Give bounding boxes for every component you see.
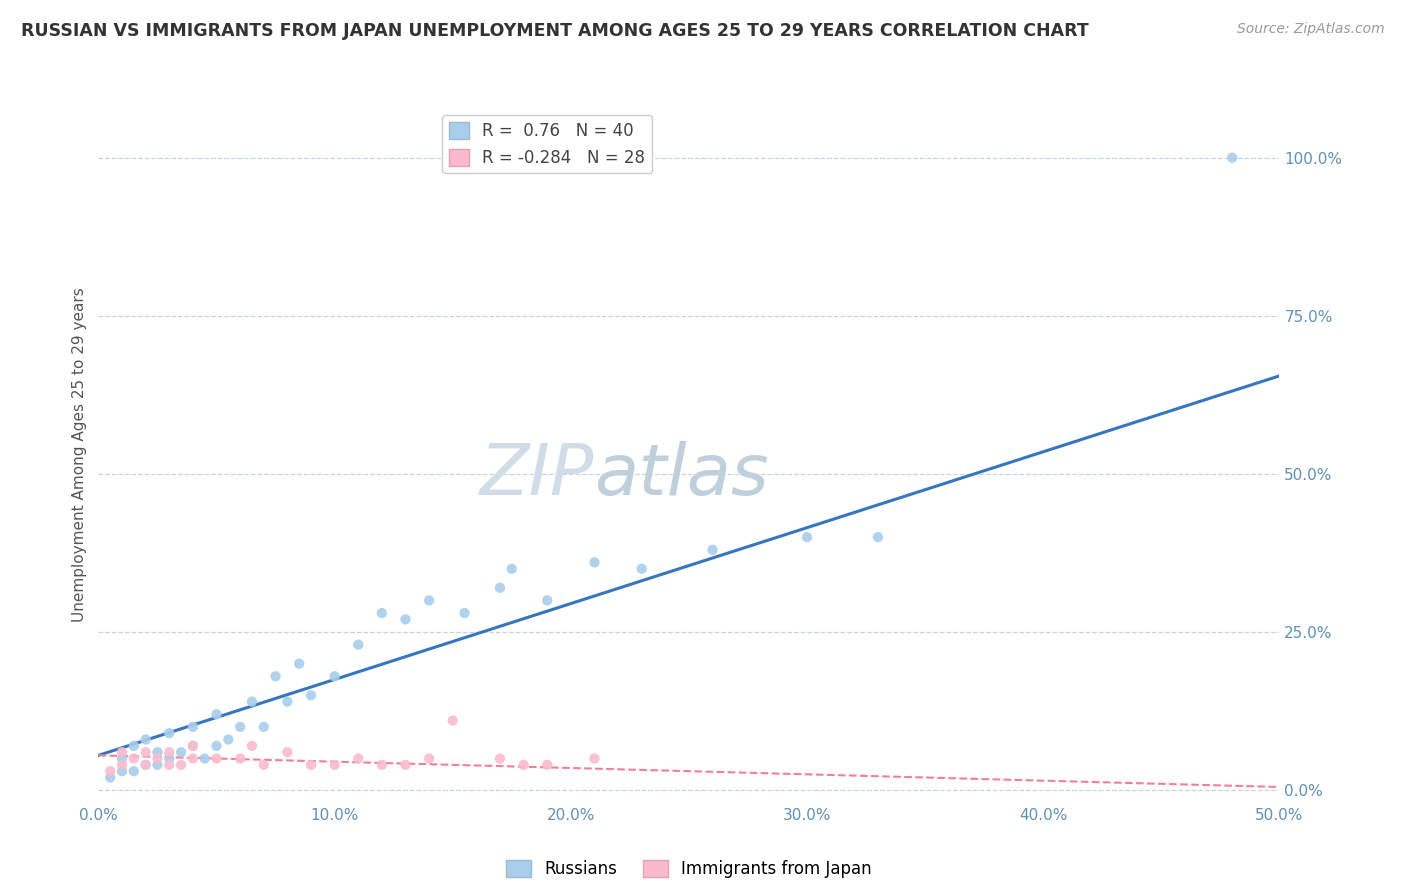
Point bbox=[441, 714, 464, 728]
Point bbox=[181, 739, 204, 753]
Point bbox=[98, 771, 121, 785]
Point bbox=[489, 581, 512, 595]
Point bbox=[229, 751, 252, 765]
Point bbox=[489, 751, 512, 765]
Point bbox=[157, 745, 180, 759]
Point bbox=[288, 657, 311, 671]
Point bbox=[347, 638, 370, 652]
Point bbox=[181, 739, 204, 753]
Point bbox=[276, 695, 298, 709]
Point bbox=[240, 739, 263, 753]
Point bbox=[194, 751, 217, 765]
Point bbox=[512, 757, 534, 772]
Point bbox=[157, 751, 180, 765]
Point bbox=[157, 726, 180, 740]
Point bbox=[146, 751, 169, 765]
Point bbox=[1220, 151, 1243, 165]
Point bbox=[157, 757, 180, 772]
Point bbox=[170, 757, 193, 772]
Point bbox=[135, 757, 157, 772]
Point bbox=[111, 751, 134, 765]
Point bbox=[217, 732, 239, 747]
Point bbox=[122, 739, 145, 753]
Point bbox=[229, 720, 252, 734]
Point bbox=[323, 757, 346, 772]
Point bbox=[240, 695, 263, 709]
Point bbox=[536, 593, 558, 607]
Point bbox=[418, 751, 440, 765]
Y-axis label: Unemployment Among Ages 25 to 29 years: Unemployment Among Ages 25 to 29 years bbox=[72, 287, 87, 623]
Point bbox=[170, 745, 193, 759]
Point bbox=[371, 606, 394, 620]
Text: Source: ZipAtlas.com: Source: ZipAtlas.com bbox=[1237, 22, 1385, 37]
Point bbox=[146, 745, 169, 759]
Point bbox=[205, 751, 228, 765]
Point bbox=[299, 757, 322, 772]
Point bbox=[122, 764, 145, 779]
Point bbox=[501, 562, 523, 576]
Point bbox=[205, 707, 228, 722]
Point bbox=[347, 751, 370, 765]
Point bbox=[181, 720, 204, 734]
Point bbox=[98, 764, 121, 779]
Point bbox=[111, 745, 134, 759]
Point bbox=[453, 606, 475, 620]
Point bbox=[630, 562, 652, 576]
Point bbox=[299, 688, 322, 702]
Point bbox=[135, 732, 157, 747]
Point bbox=[135, 745, 157, 759]
Point bbox=[253, 720, 276, 734]
Point bbox=[583, 556, 606, 570]
Point bbox=[323, 669, 346, 683]
Point bbox=[264, 669, 287, 683]
Point bbox=[394, 612, 416, 626]
Point bbox=[205, 739, 228, 753]
Point bbox=[418, 593, 440, 607]
Point bbox=[796, 530, 818, 544]
Legend: Russians, Immigrants from Japan: Russians, Immigrants from Japan bbox=[499, 854, 879, 885]
Point bbox=[122, 751, 145, 765]
Point bbox=[111, 764, 134, 779]
Point bbox=[866, 530, 889, 544]
Point bbox=[111, 757, 134, 772]
Text: RUSSIAN VS IMMIGRANTS FROM JAPAN UNEMPLOYMENT AMONG AGES 25 TO 29 YEARS CORRELAT: RUSSIAN VS IMMIGRANTS FROM JAPAN UNEMPLO… bbox=[21, 22, 1088, 40]
Point bbox=[135, 757, 157, 772]
Text: ZIP: ZIP bbox=[479, 442, 595, 510]
Text: atlas: atlas bbox=[595, 442, 769, 510]
Point bbox=[253, 757, 276, 772]
Point bbox=[536, 757, 558, 772]
Point bbox=[371, 757, 394, 772]
Point bbox=[276, 745, 298, 759]
Point bbox=[583, 751, 606, 765]
Point bbox=[394, 757, 416, 772]
Point bbox=[146, 757, 169, 772]
Point bbox=[181, 751, 204, 765]
Point bbox=[702, 542, 724, 557]
